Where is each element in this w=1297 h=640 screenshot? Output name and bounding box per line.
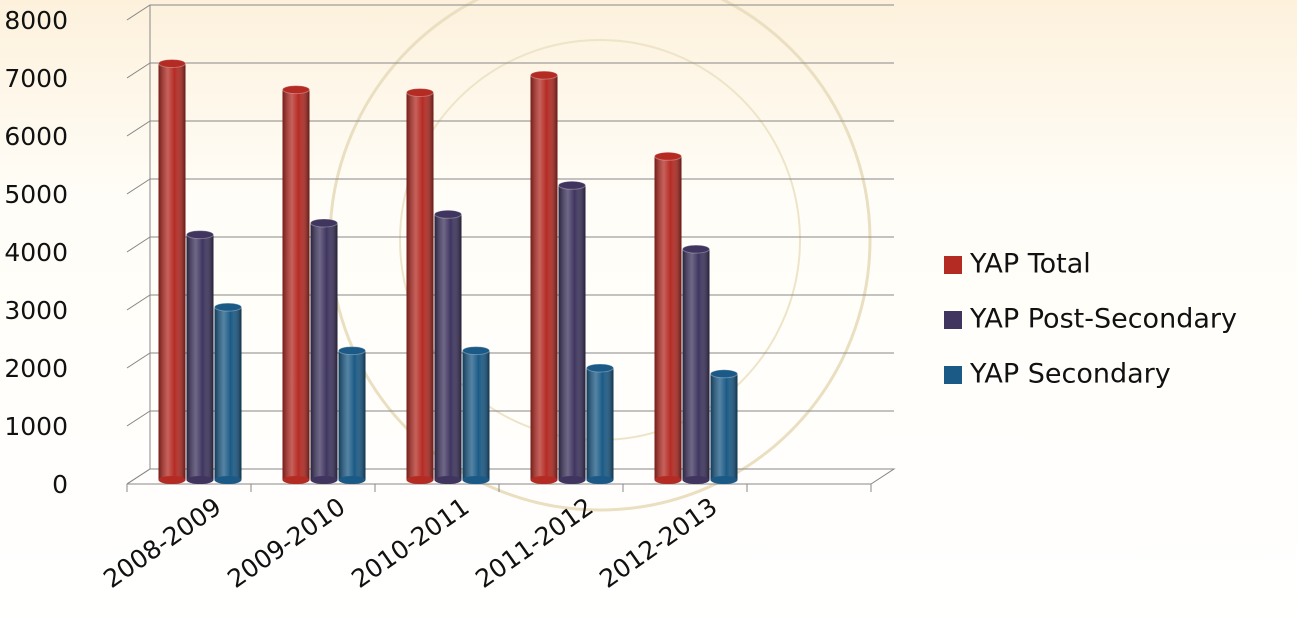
bar-top (406, 88, 434, 97)
bar-shade (282, 89, 310, 480)
bar-shade (338, 350, 366, 480)
y-tick-label: 1000 (4, 412, 68, 441)
bar-top (158, 59, 186, 68)
y-tick-label: 2000 (4, 354, 68, 383)
bar-base (186, 476, 214, 484)
y-tick-label: 7000 (4, 64, 68, 93)
bar-shade (310, 223, 338, 480)
bar-shade (710, 373, 738, 480)
legend-label: YAP Post-Secondary (969, 304, 1237, 335)
bar-shade (530, 75, 558, 480)
grid-line (126, 352, 894, 369)
y-tick-label: 4000 (4, 238, 68, 267)
bar-base (310, 476, 338, 484)
bar-base (654, 476, 682, 484)
grid-line (126, 294, 894, 311)
legend-label: YAP Total (969, 249, 1091, 280)
legend-swatch (944, 311, 962, 329)
bar-base (558, 476, 586, 484)
bar-top (434, 209, 462, 219)
bar-top (310, 218, 338, 228)
bar-top (586, 363, 614, 373)
bar-base (710, 476, 738, 484)
bar-top (186, 230, 214, 240)
grid-line (126, 120, 894, 137)
bar-top (558, 180, 586, 190)
bar-base (682, 476, 710, 484)
bar-shade (186, 234, 214, 480)
bar-top (214, 302, 242, 312)
bar-shade (586, 368, 614, 480)
bar-shade (558, 185, 586, 481)
bar-base (586, 476, 614, 484)
bar-top (338, 346, 366, 356)
bar-top (462, 346, 490, 356)
bar-shade (462, 350, 490, 480)
y-tick-label: 5000 (4, 180, 68, 209)
legend-label: YAP Secondary (969, 359, 1171, 390)
bar-shade (434, 214, 462, 481)
bar-base (158, 476, 186, 484)
bar-base (338, 476, 366, 484)
grid-line (126, 62, 894, 79)
grid-line (126, 178, 894, 195)
grid-line (126, 410, 894, 427)
bar-base (282, 476, 310, 484)
bar-base (434, 476, 462, 484)
grid-line (126, 4, 894, 21)
legend-swatch (944, 366, 962, 384)
bar-base (462, 476, 490, 484)
y-tick-label: 0 (52, 470, 68, 499)
bar-shade (682, 249, 710, 480)
bar-base (214, 476, 242, 484)
bar-top (654, 151, 682, 161)
y-tick-label: 6000 (4, 122, 68, 151)
bar-shade (158, 63, 186, 480)
bar-top (682, 244, 710, 254)
bar-top (282, 85, 310, 95)
bar-top (530, 70, 558, 80)
bar-shade (214, 307, 242, 480)
y-tick-label: 8000 (4, 6, 68, 35)
bar-base (530, 476, 558, 484)
legend-swatch (944, 256, 962, 274)
bar-top (710, 369, 738, 379)
bar-shade (654, 156, 682, 481)
y-tick-label: 3000 (4, 296, 68, 325)
grid-line (126, 468, 894, 485)
grid-line (126, 236, 894, 253)
bar-shade (406, 92, 434, 480)
bar-base (406, 476, 434, 484)
